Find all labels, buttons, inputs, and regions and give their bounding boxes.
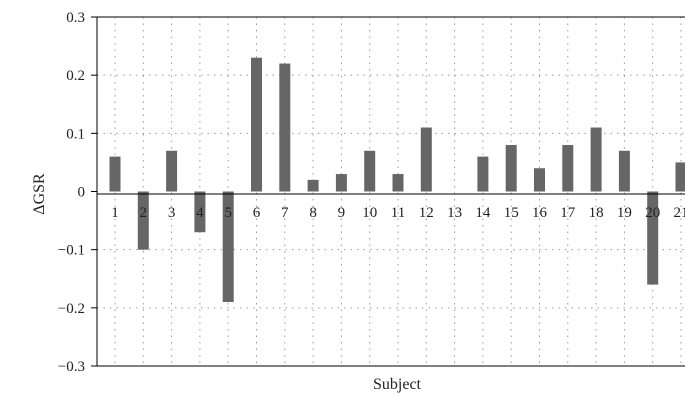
category-label: 13 [447,205,462,221]
bar-19 [618,150,630,192]
category-label: 6 [253,205,261,221]
y-tick-label: 0.3 [66,10,85,26]
bar-3 [166,150,178,192]
category-label: 16 [532,205,548,221]
axes [91,16,685,367]
category-label: 1 [111,205,119,221]
bar-1 [109,156,121,192]
grid [97,17,685,366]
bar-15 [505,144,517,192]
category-label: 11 [391,205,405,221]
category-label: 14 [475,205,491,221]
category-label: 3 [168,205,176,221]
bar-9 [335,174,347,192]
bar-2 [137,191,149,250]
bar-20 [647,191,659,285]
category-label: 5 [224,205,232,221]
category-label: 15 [504,205,519,221]
bar-14 [477,156,489,192]
bar-21 [675,162,685,192]
bar-17 [562,144,574,192]
bar-4 [194,191,206,233]
y-tick-label: 0.2 [66,68,85,84]
category-label: 10 [362,205,377,221]
y-axis-title: ΔGSR [31,173,48,215]
bar-7 [279,63,291,192]
bar-5 [222,191,234,303]
bar-10 [364,150,376,192]
y-tick-label: −0.3 [58,359,85,375]
x-axis-title: Subject [373,376,422,393]
y-tick-labels: −0.3 −0.2 −0.1 0 0.1 0.2 0.3 [58,10,85,375]
category-label: 4 [196,205,204,221]
category-label: 19 [617,205,632,221]
category-labels: 1 2 3 4 5 6 7 8 9 10 11 12 13 14 15 16 17 18 19 20 21 [111,205,685,221]
category-label: 2 [140,205,148,221]
category-label: 12 [419,205,434,221]
y-tick-label: −0.1 [58,243,85,259]
category-label: 18 [589,205,604,221]
bars [109,57,685,303]
y-tick-label: 0.1 [66,126,85,142]
category-label: 17 [560,205,576,221]
category-label: 8 [309,205,317,221]
bar-6 [251,57,262,192]
y-tick-label: −0.2 [58,301,85,317]
bar-18 [590,127,602,192]
y-tick-label: 0 [78,185,86,201]
category-label: 9 [338,205,346,221]
bar-11 [392,174,404,192]
category-label: 7 [281,205,289,221]
bar-12 [420,127,432,192]
bar-16 [534,168,545,192]
category-label: 21 [674,205,685,221]
bar-8 [307,179,319,192]
category-label: 20 [645,205,660,221]
